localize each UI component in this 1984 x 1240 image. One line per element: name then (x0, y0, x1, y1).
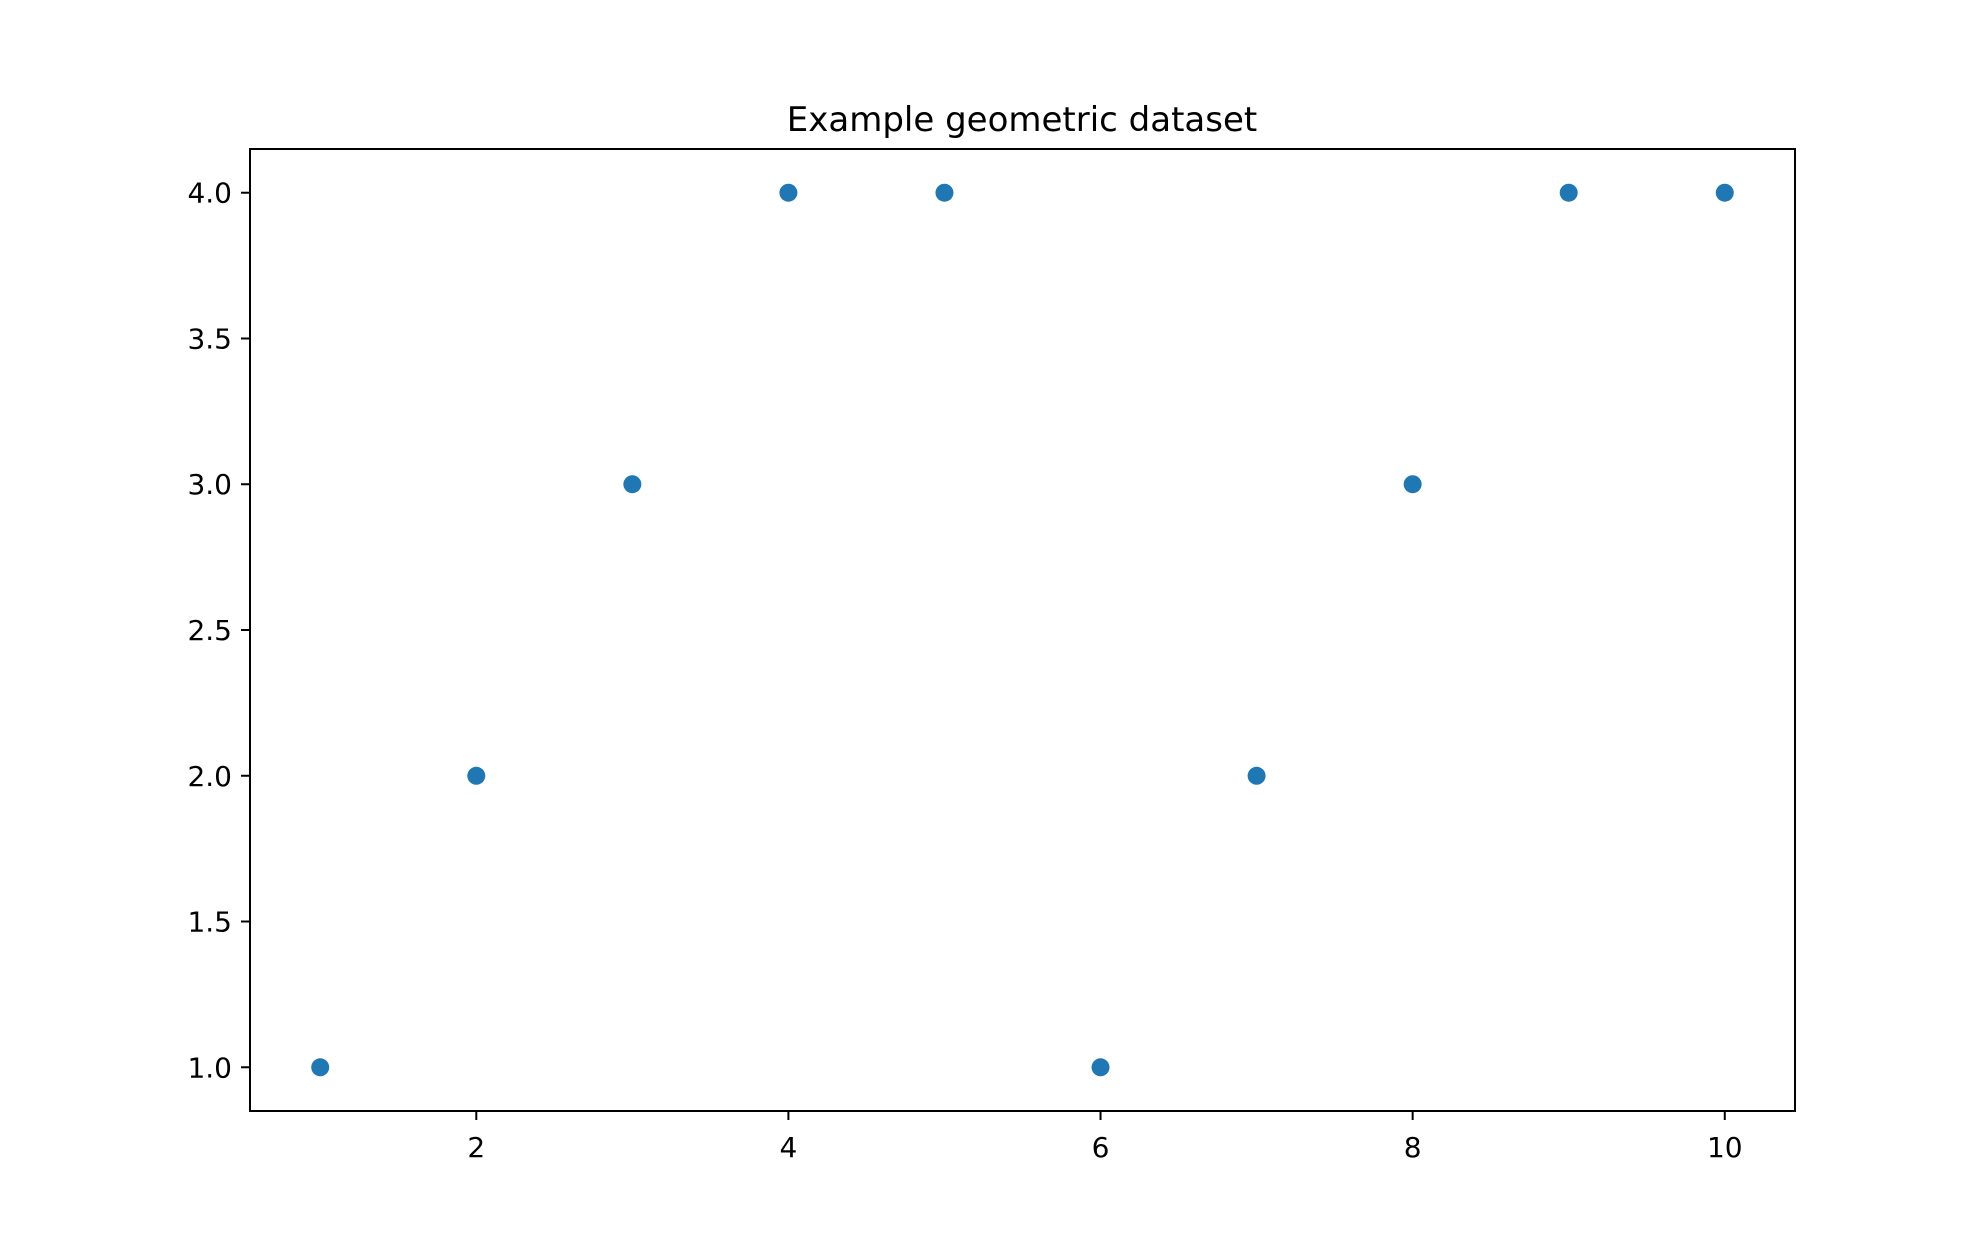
data-points (311, 183, 1734, 1077)
scatter-point (779, 183, 798, 202)
x-tick-label: 10 (1707, 1131, 1743, 1164)
scatter-point (1715, 183, 1734, 202)
axes: 2 4 6 8 10 1.0 1.5 2.0 2.5 3.0 3.5 4.0 (187, 177, 1742, 1164)
scatter-point (311, 1058, 330, 1077)
chart-title: Example geometric dataset (787, 100, 1257, 140)
scatter-point (1403, 475, 1422, 494)
plot-frame (249, 148, 1796, 1112)
scatter-point (623, 475, 642, 494)
x-tick-label: 4 (779, 1131, 797, 1164)
scatter-point (1247, 766, 1266, 785)
y-tick-label: 2.5 (187, 614, 232, 647)
scatter-point (1559, 183, 1578, 202)
scatter-point (1091, 1058, 1110, 1077)
y-tick-label: 1.5 (187, 906, 232, 939)
x-tick-label: 6 (1092, 1131, 1110, 1164)
y-tick-label: 2.0 (187, 760, 232, 793)
y-tick-label: 4.0 (187, 177, 232, 210)
y-tick-label: 3.5 (187, 322, 232, 355)
x-tick-label: 2 (467, 1131, 485, 1164)
y-tick-label: 1.0 (187, 1051, 232, 1084)
y-tick-label: 3.0 (187, 468, 232, 501)
scatter-point (935, 183, 954, 202)
scatter-point (467, 766, 486, 785)
x-tick-label: 8 (1404, 1131, 1422, 1164)
